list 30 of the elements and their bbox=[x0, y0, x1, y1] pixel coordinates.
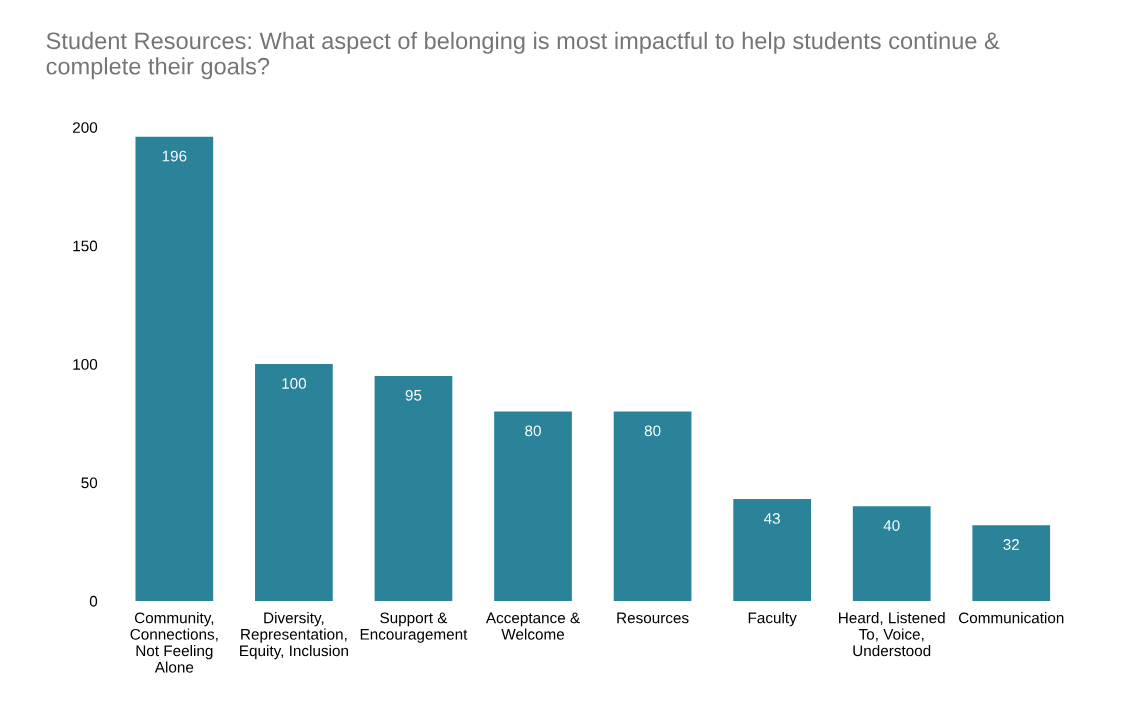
bar bbox=[733, 499, 811, 601]
y-tick-label: 50 bbox=[81, 477, 98, 489]
bar bbox=[613, 411, 692, 601]
data-label: 80 bbox=[644, 425, 661, 437]
data-label: 43 bbox=[764, 513, 780, 524]
chart-title: Student Resources: What aspect of belonging is most impactful to help students continue & complete their goals? bbox=[46, 31, 1000, 80]
data-label: 80 bbox=[525, 425, 541, 437]
x-tick-label: Faculty bbox=[748, 612, 797, 627]
y-tick-label: 200 bbox=[73, 122, 98, 133]
data-label: 40 bbox=[883, 520, 900, 531]
bar bbox=[374, 375, 453, 601]
bar bbox=[972, 525, 1051, 601]
x-tick-label: Support & Encouragement bbox=[360, 612, 468, 643]
x-tick-label: Resources bbox=[617, 612, 689, 624]
x-tick-label: Community, Connections, Not Feeling Alone bbox=[130, 612, 218, 673]
bar bbox=[852, 506, 931, 601]
bar bbox=[255, 364, 333, 601]
x-tick-label: Diversity, Representation, Equity, Inclusion bbox=[240, 612, 348, 660]
data-label: 100 bbox=[282, 378, 307, 389]
x-tick-label: Communication bbox=[958, 612, 1064, 624]
bar bbox=[135, 136, 214, 601]
data-label: 32 bbox=[1003, 539, 1019, 550]
y-tick-label: 150 bbox=[73, 240, 98, 252]
y-tick-label: 0 bbox=[89, 595, 98, 607]
y-tick-label: 100 bbox=[73, 358, 98, 370]
data-label: 95 bbox=[405, 389, 422, 401]
data-label: 196 bbox=[162, 150, 187, 162]
bar bbox=[494, 411, 572, 601]
x-tick-label: Acceptance & Welcome bbox=[485, 612, 580, 640]
x-tick-label: Heard, Listened To, Voice, Understood bbox=[839, 612, 945, 657]
